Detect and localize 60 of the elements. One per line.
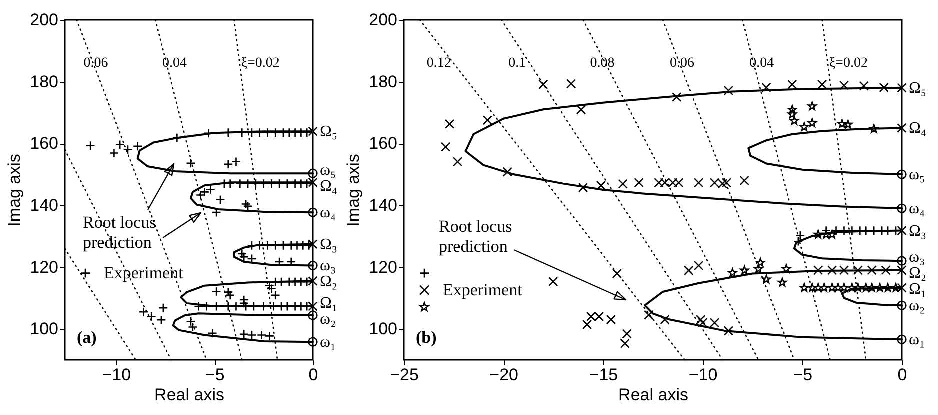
series-label: ξ=0.02 — [241, 56, 280, 71]
data-label: Ω₃ — [320, 236, 338, 254]
data-label: Ω₂ — [909, 265, 926, 282]
x-axis-title: Real axis — [154, 386, 224, 404]
data-label: Ω₃ — [909, 222, 926, 240]
data-label: Ω₅ — [320, 124, 338, 141]
y-tick-label: 200 — [30, 10, 58, 30]
data-label: ω₄ — [909, 200, 926, 218]
data-label: ω₃ — [909, 249, 926, 266]
y-tick-label: 140 — [30, 196, 58, 215]
y-tick-label: 100 — [30, 320, 58, 339]
y-tick-label: 120 — [30, 258, 58, 277]
annotation: Root locus prediction — [83, 213, 156, 252]
annotation: (a) — [77, 328, 97, 347]
x-axis-title: Real axis — [618, 386, 688, 404]
y-tick-label: 200 — [369, 10, 398, 30]
data-label: ω₅ — [320, 162, 336, 180]
series-label: 0.08 — [590, 56, 615, 71]
annotation: (b) — [416, 328, 437, 347]
y-axis-title: Imag axis — [5, 154, 24, 227]
series-label: 0.12 — [426, 56, 452, 71]
y-tick-label: 180 — [30, 72, 58, 92]
data-label: Ω₄ — [320, 178, 338, 196]
y-tick-label: 160 — [30, 134, 58, 154]
data-label: ω₄ — [320, 204, 337, 222]
legend-label: Experiment — [104, 263, 184, 282]
series-label: 0.1 — [508, 56, 526, 71]
data-label: Ω₂ — [320, 273, 338, 290]
y-tick-label: 160 — [369, 134, 398, 154]
y-tick-label: 180 — [369, 72, 398, 92]
x-tick-label: −15 — [589, 366, 618, 384]
data-label: Ω₁ — [320, 295, 338, 312]
series-label: ξ=0.02 — [829, 56, 868, 71]
x-tick-label: −25 — [390, 366, 419, 384]
data-label: ω₅ — [909, 166, 926, 184]
series-label: 0.06 — [84, 56, 108, 71]
x-tick-label: −5 — [793, 366, 813, 384]
data-label: Ω₄ — [909, 120, 927, 138]
data-label: Ω₁ — [909, 281, 926, 298]
y-tick-label: 120 — [369, 258, 398, 277]
x-tick-label: 0 — [898, 366, 908, 384]
x-tick-label: −10 — [688, 366, 718, 384]
data-label: Ω₅ — [909, 80, 926, 97]
y-axis-title: Imag axis — [344, 154, 364, 227]
series-label: 0.06 — [670, 56, 694, 71]
y-tick-label: 100 — [369, 320, 398, 339]
data-label: ω₁ — [320, 334, 336, 352]
annotation: Root locus prediction — [439, 217, 512, 256]
x-tick-label: 0 — [308, 366, 318, 384]
data-label: ω₂ — [320, 311, 336, 328]
legend-label: Experiment — [443, 280, 523, 300]
x-tick-label: −20 — [490, 366, 519, 384]
data-label: ω₃ — [320, 257, 336, 274]
x-tick-label: −5 — [205, 366, 225, 384]
y-tick-label: 140 — [369, 196, 398, 215]
x-tick-label: −10 — [102, 366, 132, 384]
data-label: ω₁ — [909, 332, 926, 349]
series-label: 0.04 — [162, 56, 188, 71]
series-label: 0.04 — [750, 56, 774, 71]
data-label: ω₂ — [909, 298, 926, 315]
